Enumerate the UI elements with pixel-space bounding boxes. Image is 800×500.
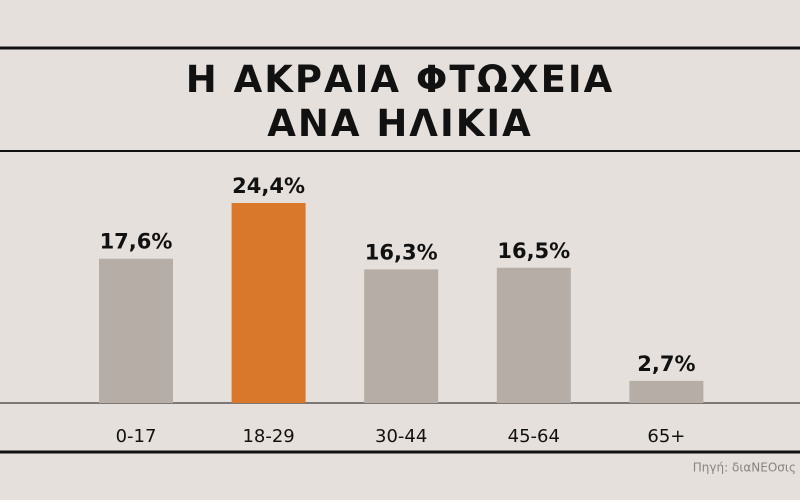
value-label: 17,6% (100, 230, 173, 254)
x-tick-label: 65+ (647, 426, 685, 447)
value-label: 24,4% (232, 174, 305, 198)
x-tick-label: 18-29 (242, 426, 294, 447)
x-tick-label: 45-64 (508, 426, 560, 447)
value-label: 2,7% (637, 352, 695, 376)
bar (99, 258, 173, 403)
source: Πηγή: διαΝΕΟσις (693, 461, 796, 475)
bar (364, 269, 439, 403)
bar (496, 267, 571, 403)
value-label: 16,3% (365, 240, 438, 264)
bar (231, 203, 306, 403)
x-tick-label: 30-44 (375, 426, 427, 447)
x-tick-label: 0-17 (116, 426, 157, 447)
chart-title: Η ΑΚΡΑΙΑ ΦΤΩΧΕΙΑ ΑΝΑ ΗΛΙΚΙΑ (185, 58, 615, 145)
bar (629, 380, 704, 403)
value-label: 16,5% (497, 239, 570, 263)
